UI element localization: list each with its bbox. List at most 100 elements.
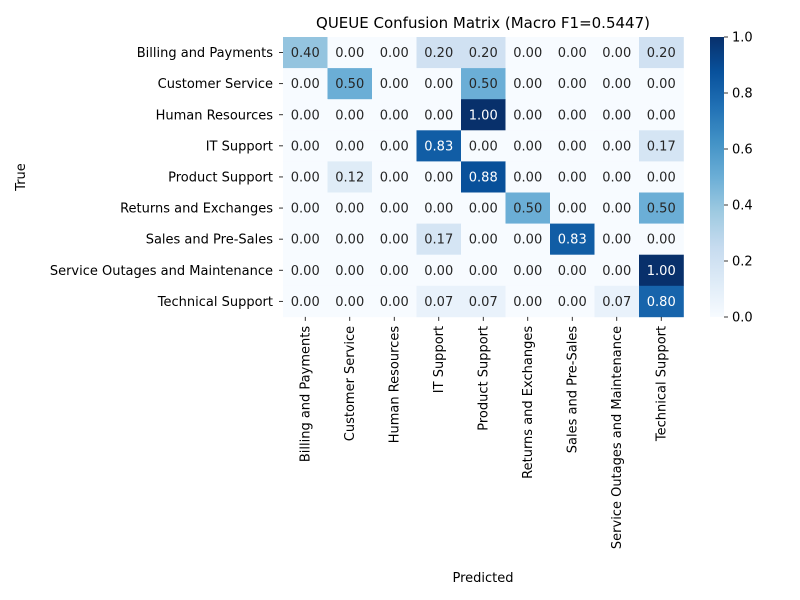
colorbar-tick-label: 0.6	[732, 143, 753, 158]
heatmap-cell	[594, 161, 640, 193]
colorbar-tick-label: 0.4	[732, 199, 753, 214]
y-tick-label: Product Support	[168, 170, 273, 185]
cell-value-label: 0.00	[558, 108, 587, 123]
heatmap-cell	[327, 99, 373, 131]
y-tick-label: IT Support	[206, 139, 273, 154]
heatmap-cell	[594, 223, 640, 255]
heatmap-cell	[283, 254, 328, 287]
cell-value-label: 0.00	[602, 233, 631, 248]
cell-value-label: 0.00	[424, 108, 453, 123]
colorbar-tick-label: 0.2	[732, 255, 753, 270]
cell-value-label: 0.00	[380, 202, 409, 217]
cell-value-label: 0.00	[647, 77, 676, 92]
heatmap-cell	[372, 161, 417, 193]
cell-value-label: 0.00	[469, 202, 498, 217]
heatmap-cell	[639, 192, 684, 224]
heatmap-cell	[283, 130, 328, 162]
cell-value-label: 0.00	[513, 77, 542, 92]
heatmap-cell	[461, 254, 506, 287]
heatmap-cell	[594, 254, 640, 287]
heatmap-cell	[461, 192, 506, 224]
heatmap-cell	[416, 161, 462, 193]
y-tick-label: Returns and Exchanges	[120, 202, 273, 217]
y-tick-labels: Billing and Payments Customer Service Huma…	[50, 46, 283, 310]
heatmap-cell	[594, 285, 640, 318]
cell-value-label: 0.40	[291, 46, 320, 61]
heatmap-cell	[639, 99, 684, 131]
chart-title: QUEUE Confusion Matrix (Macro F1=0.5447)	[316, 14, 650, 32]
heatmap-cell	[283, 161, 328, 193]
heatmap-cell	[461, 285, 506, 318]
cell-value-label: 0.00	[513, 233, 542, 248]
heatmap-cell	[550, 223, 595, 255]
cell-value-label: 0.00	[380, 139, 409, 154]
heatmap-cell	[461, 99, 506, 131]
heatmap-cell	[505, 285, 551, 318]
heatmap-cell	[416, 130, 462, 162]
cell-value-label: 0.07	[469, 295, 498, 310]
y-tick-label: Service Outages and Maintenance	[50, 264, 273, 279]
cell-value-label: 0.80	[647, 295, 676, 310]
x-tick-label: Billing and Payments	[299, 326, 314, 462]
cell-value-label: 0.00	[424, 77, 453, 92]
cell-value-label: 0.00	[291, 233, 320, 248]
cell-value-label: 0.00	[335, 46, 364, 61]
heatmap-cell	[550, 161, 595, 193]
x-tick-label: IT Support	[432, 326, 447, 393]
cell-value-label: 0.50	[469, 77, 498, 92]
y-axis-label: True	[14, 163, 29, 192]
cell-value-label: 0.00	[380, 233, 409, 248]
heatmap-cell	[372, 254, 417, 287]
cell-value-label: 0.00	[335, 233, 364, 248]
cell-value-label: 0.00	[469, 139, 498, 154]
heatmap-cell	[283, 68, 328, 100]
heatmap-cell	[372, 130, 417, 162]
x-tick-labels: Billing and Payments Customer Service Huma…	[299, 316, 670, 549]
cell-value-label: 0.00	[647, 170, 676, 185]
y-tick-label: Customer Service	[158, 77, 273, 92]
heatmap-cell	[416, 192, 462, 224]
cell-value-label: 0.00	[424, 264, 453, 279]
cell-value-label: 0.00	[602, 170, 631, 185]
cell-value-label: 0.00	[513, 295, 542, 310]
heatmap-cell	[505, 37, 551, 69]
heatmap-cell	[327, 192, 373, 224]
cell-value-label: 0.07	[424, 295, 453, 310]
heatmap-cell	[461, 68, 506, 100]
cell-value-label: 0.00	[380, 77, 409, 92]
cell-value-label: 0.00	[424, 170, 453, 185]
y-tick-label: Billing and Payments	[137, 46, 273, 61]
heatmap-cell	[327, 161, 373, 193]
cell-value-label: 0.20	[647, 46, 676, 61]
heatmap-cell	[283, 223, 328, 255]
heatmap-cell	[416, 37, 462, 69]
cell-value-label: 0.00	[380, 295, 409, 310]
heatmap-cell	[639, 37, 684, 69]
heatmap-cell	[594, 99, 640, 131]
cell-value-label: 0.00	[469, 264, 498, 279]
y-tick-label: Sales and Pre-Sales	[146, 233, 274, 248]
cell-value-label: 0.00	[291, 202, 320, 217]
cell-value-label: 0.00	[647, 233, 676, 248]
heatmap-cell	[505, 254, 551, 287]
colorbar-tick-label: 0.8	[732, 87, 753, 102]
heatmap-cell	[550, 130, 595, 162]
cell-value-label: 0.00	[513, 264, 542, 279]
heatmap-cell	[505, 192, 551, 224]
heatmap-cell	[550, 192, 595, 224]
cell-value-label: 0.00	[291, 295, 320, 310]
cell-value-label: 0.00	[602, 46, 631, 61]
heatmap-cell	[372, 99, 417, 131]
heatmap-cell	[639, 254, 684, 287]
heatmap-cell	[327, 130, 373, 162]
cell-value-label: 0.00	[335, 264, 364, 279]
heatmap-cell	[550, 99, 595, 131]
heatmap-cell	[327, 254, 373, 287]
cell-value-label: 0.00	[380, 108, 409, 123]
heatmap-cell	[283, 37, 328, 69]
cell-value-label: 0.00	[469, 233, 498, 248]
cell-value-label: 0.00	[602, 77, 631, 92]
cell-value-label: 0.50	[335, 77, 364, 92]
x-tick-label: Technical Support	[655, 326, 670, 442]
